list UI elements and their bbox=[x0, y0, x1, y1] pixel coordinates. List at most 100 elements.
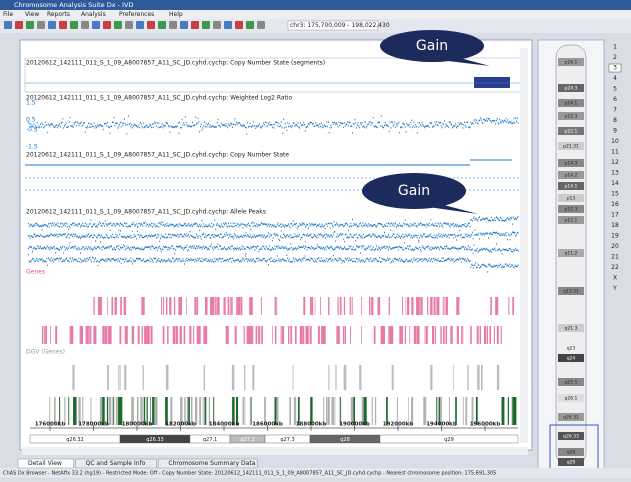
gene-bar[interactable] bbox=[453, 365, 454, 390]
gene-bar[interactable] bbox=[471, 397, 473, 425]
gene-bar[interactable] bbox=[118, 365, 120, 390]
tab[interactable] bbox=[17, 458, 74, 469]
gene-bar[interactable] bbox=[493, 326, 495, 344]
ideogram-band[interactable] bbox=[558, 112, 584, 120]
gene-bar[interactable] bbox=[119, 365, 121, 390]
gene-bar[interactable] bbox=[248, 326, 252, 344]
ideogram-band[interactable] bbox=[558, 159, 584, 167]
gene-bar[interactable] bbox=[42, 326, 44, 344]
gene-bar[interactable] bbox=[412, 297, 414, 315]
gene-bar[interactable] bbox=[162, 326, 165, 344]
gene-bar[interactable] bbox=[409, 326, 411, 344]
gene-bar[interactable] bbox=[194, 297, 197, 315]
gene-bar[interactable] bbox=[261, 326, 263, 344]
gene-bar[interactable] bbox=[303, 297, 306, 315]
toolbar-button[interactable] bbox=[103, 21, 111, 29]
gene-bar[interactable] bbox=[456, 297, 459, 315]
gene-bar[interactable] bbox=[490, 297, 492, 315]
gene-bar[interactable] bbox=[274, 397, 277, 425]
gene-bar[interactable] bbox=[289, 397, 291, 425]
gene-bar[interactable] bbox=[350, 326, 351, 344]
gene-bar[interactable] bbox=[339, 397, 341, 425]
gene-bar[interactable] bbox=[323, 326, 326, 344]
gene-bar[interactable] bbox=[244, 365, 246, 390]
gene-bar[interactable] bbox=[186, 397, 189, 425]
toolbar-button[interactable] bbox=[191, 21, 199, 29]
chromosome-selected[interactable] bbox=[608, 63, 622, 73]
gene-bar[interactable] bbox=[119, 397, 122, 425]
ideogram-band[interactable] bbox=[558, 216, 584, 224]
gene-bar[interactable] bbox=[388, 326, 390, 344]
gene-bar[interactable] bbox=[126, 326, 128, 344]
gene-bar[interactable] bbox=[343, 326, 345, 344]
toolbar-button[interactable] bbox=[136, 21, 144, 29]
gene-bar[interactable] bbox=[140, 397, 143, 425]
gene-bar[interactable] bbox=[161, 297, 162, 315]
gene-bar[interactable] bbox=[361, 397, 364, 425]
gene-bar[interactable] bbox=[334, 397, 336, 425]
gene-bar[interactable] bbox=[349, 297, 351, 315]
toolbar-button[interactable] bbox=[169, 21, 177, 29]
gene-bar[interactable] bbox=[165, 297, 168, 315]
gene-bar[interactable] bbox=[413, 326, 417, 344]
gene-bar[interactable] bbox=[82, 326, 83, 344]
gene-bar[interactable] bbox=[501, 397, 505, 425]
gene-bar[interactable] bbox=[461, 326, 462, 344]
gene-bar[interactable] bbox=[427, 297, 429, 315]
gene-bar[interactable] bbox=[80, 326, 81, 344]
gene-bar[interactable] bbox=[369, 297, 371, 315]
gene-bar[interactable] bbox=[389, 326, 392, 344]
gene-bar[interactable] bbox=[215, 297, 217, 315]
gene-bar[interactable] bbox=[191, 397, 193, 425]
gene-bar[interactable] bbox=[107, 297, 108, 315]
gene-bar[interactable] bbox=[205, 297, 208, 315]
gene-bar[interactable] bbox=[143, 297, 145, 315]
gene-bar[interactable] bbox=[251, 326, 254, 344]
gene-bar[interactable] bbox=[430, 297, 433, 315]
gene-bar[interactable] bbox=[141, 297, 144, 315]
chromosome-item[interactable]: 15 bbox=[611, 191, 619, 198]
gene-bar[interactable] bbox=[42, 326, 44, 344]
gene-bar[interactable] bbox=[512, 397, 515, 425]
gene-bar[interactable] bbox=[154, 397, 157, 425]
gene-bar[interactable] bbox=[484, 326, 487, 344]
gene-bar[interactable] bbox=[217, 297, 220, 315]
chromosome-item[interactable]: 22 bbox=[611, 264, 619, 271]
chromosome-item[interactable]: 3 bbox=[613, 65, 617, 72]
gene-bar[interactable] bbox=[213, 397, 215, 425]
chromosome-item[interactable]: 10 bbox=[611, 138, 619, 145]
gene-bar[interactable] bbox=[436, 297, 439, 315]
gene-bar[interactable] bbox=[288, 326, 290, 344]
gene-bar[interactable] bbox=[328, 297, 330, 315]
toolbar-button[interactable] bbox=[92, 21, 100, 29]
gene-bar[interactable] bbox=[208, 397, 211, 425]
gene-bar[interactable] bbox=[396, 397, 398, 425]
toolbar-button[interactable] bbox=[147, 21, 155, 29]
gene-bar[interactable] bbox=[380, 326, 383, 344]
gene-bar[interactable] bbox=[351, 297, 353, 315]
toolbar-button[interactable] bbox=[15, 21, 23, 29]
gene-bar[interactable] bbox=[238, 297, 241, 315]
ideogram-band[interactable] bbox=[558, 99, 584, 107]
gene-bar[interactable] bbox=[114, 297, 117, 315]
chromosome-item[interactable]: 18 bbox=[611, 222, 619, 229]
gene-bar[interactable] bbox=[184, 397, 186, 425]
gene-bar[interactable] bbox=[131, 326, 135, 344]
toolbar-button[interactable] bbox=[114, 21, 122, 29]
chromosome-item[interactable]: 14 bbox=[611, 180, 619, 187]
gene-bar[interactable] bbox=[79, 326, 81, 344]
gene-bar[interactable] bbox=[196, 326, 199, 344]
toolbar-button[interactable] bbox=[158, 21, 166, 29]
ideogram-band[interactable] bbox=[558, 249, 584, 257]
gene-bar[interactable] bbox=[465, 397, 468, 425]
region-box[interactable] bbox=[287, 20, 379, 31]
gene-bar[interactable] bbox=[109, 326, 111, 344]
gene-bar[interactable] bbox=[203, 326, 206, 344]
gene-bar[interactable] bbox=[169, 297, 172, 315]
gene-bar[interactable] bbox=[165, 365, 169, 390]
gene-bar[interactable] bbox=[146, 397, 148, 425]
chromosome-item[interactable]: 7 bbox=[613, 107, 617, 114]
gene-bar[interactable] bbox=[68, 397, 70, 425]
gene-bar[interactable] bbox=[470, 326, 472, 344]
gene-bar[interactable] bbox=[93, 297, 95, 315]
